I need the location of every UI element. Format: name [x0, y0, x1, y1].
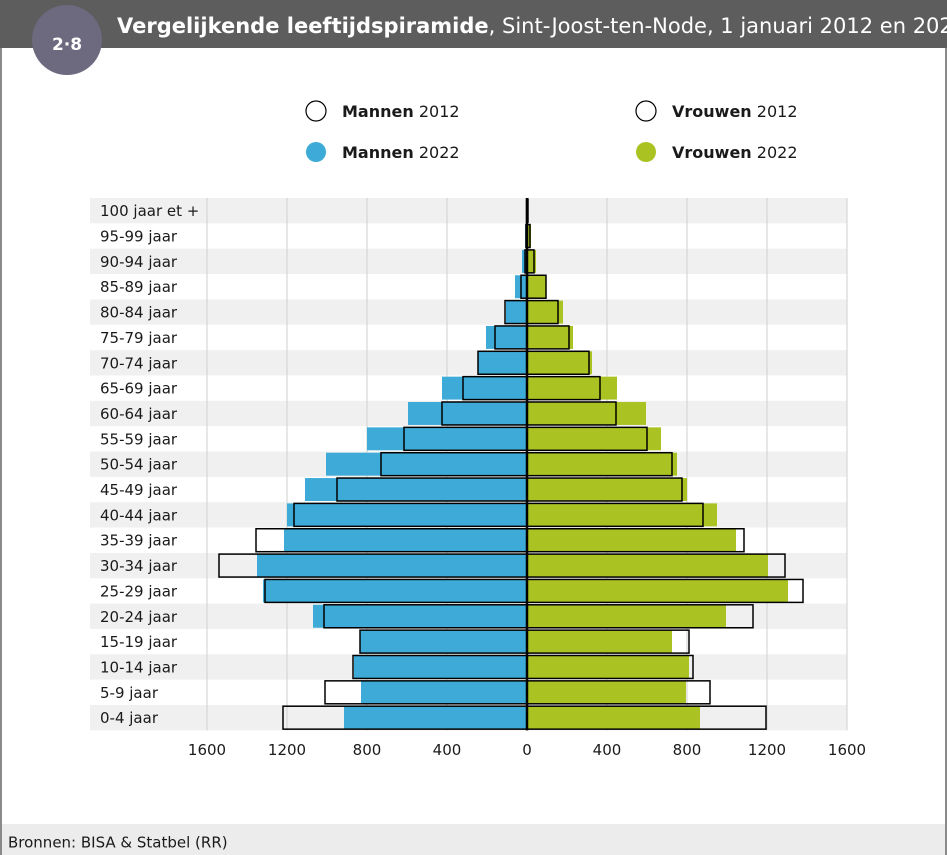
legend-year: 2022 — [419, 143, 460, 162]
x-tick-label: 1200 — [268, 741, 306, 759]
legend-name: Mannen — [342, 143, 414, 162]
y-tick-label: 5-9 jaar — [100, 684, 159, 702]
y-tick-label: 10-14 jaar — [100, 658, 178, 676]
y-tick-label: 40-44 jaar — [100, 506, 178, 524]
row-band — [90, 299, 847, 325]
y-tick-label: 70-74 jaar — [100, 354, 178, 372]
y-tick-label: 100 jaar et + — [100, 202, 199, 220]
y-tick-label: 35-39 jaar — [100, 532, 178, 550]
bar — [326, 452, 527, 476]
bar — [527, 300, 563, 324]
title: Vergelijkende leeftijdspiramide — [117, 14, 489, 38]
legend-marker — [306, 142, 326, 162]
bar — [527, 224, 531, 248]
x-tick-label: 0 — [522, 741, 532, 759]
y-tick-label: 90-94 jaar — [100, 253, 178, 271]
legend-marker — [635, 100, 657, 122]
bar — [284, 528, 527, 552]
x-tick-label: 400 — [433, 741, 462, 759]
x-tick-label: 1600 — [188, 741, 226, 759]
header-bar — [0, 0, 947, 48]
y-tick-label: 95-99 jaar — [100, 228, 178, 246]
bar — [527, 554, 768, 578]
bar — [344, 706, 527, 730]
bar — [313, 604, 527, 628]
bar — [527, 579, 788, 603]
bar — [527, 478, 687, 501]
bar — [527, 528, 736, 552]
legend-marker — [636, 142, 656, 162]
x-tick-label: 1600 — [828, 741, 866, 759]
row-band — [90, 248, 847, 275]
figure-number: 2·8 — [52, 35, 82, 55]
legend-label: Vrouwen 2012 — [672, 102, 798, 121]
bar — [263, 579, 527, 603]
bar — [527, 427, 661, 451]
y-tick-label: 60-64 jaar — [100, 405, 178, 423]
x-tick-label: 800 — [673, 741, 702, 759]
bar — [527, 376, 617, 400]
bar — [478, 351, 527, 375]
legend-label: Mannen 2022 — [342, 143, 460, 162]
bar — [305, 478, 527, 501]
badge — [32, 5, 102, 75]
bar — [527, 351, 592, 375]
y-tick-label: 50-54 jaar — [100, 456, 178, 474]
y-tick-label: 20-24 jaar — [100, 608, 178, 626]
bar — [354, 655, 527, 679]
bar — [527, 402, 646, 425]
y-tick-label: 15-19 jaar — [100, 633, 178, 651]
y-tick-label: 75-79 jaar — [100, 329, 178, 347]
legend-name: Vrouwen — [672, 143, 752, 162]
legend-year: 2022 — [757, 143, 798, 162]
y-tick-label: 25-29 jaar — [100, 582, 178, 600]
y-tick-label: 55-59 jaar — [100, 430, 178, 448]
row-band — [90, 350, 847, 376]
footer — [2, 824, 945, 855]
bar — [527, 503, 717, 527]
legend-year: 2012 — [757, 102, 798, 121]
subtitle: , Sint-Joost-ten-Node, 1 januari 2012 en… — [489, 14, 947, 38]
legend-name: Mannen — [342, 102, 414, 121]
y-tick-label: 0-4 jaar — [100, 709, 159, 727]
bar — [442, 376, 527, 400]
x-tick-label: 800 — [353, 741, 382, 759]
bar — [527, 452, 677, 476]
bar — [527, 630, 672, 654]
bar — [360, 630, 527, 654]
bar — [486, 325, 527, 349]
bar — [527, 655, 689, 679]
bar — [527, 249, 536, 273]
legend-name: Vrouwen — [672, 102, 752, 121]
bar — [506, 300, 527, 324]
bar — [527, 680, 686, 704]
y-tick-label: 30-34 jaar — [100, 557, 178, 575]
legend-year: 2012 — [419, 102, 460, 121]
x-tick-label: 400 — [593, 741, 622, 759]
x-tick-label: 1200 — [748, 741, 786, 759]
bar — [287, 503, 527, 527]
source: Bronnen: BISA & Statbel (RR) — [8, 834, 228, 852]
y-tick-label: 85-89 jaar — [100, 278, 178, 296]
bar — [527, 706, 700, 730]
row-band — [90, 198, 847, 224]
legend-label: Vrouwen 2022 — [672, 143, 798, 162]
legend-marker — [305, 100, 327, 122]
y-tick-label: 45-49 jaar — [100, 481, 178, 499]
bar — [361, 680, 527, 704]
bar — [257, 554, 527, 578]
y-tick-label: 80-84 jaar — [100, 304, 178, 322]
bar — [527, 275, 546, 299]
legend-label: Mannen 2012 — [342, 102, 460, 121]
chart-title: Vergelijkende leeftijdspiramide, Sint-Jo… — [117, 14, 947, 38]
bar — [527, 325, 573, 349]
y-tick-label: 65-69 jaar — [100, 380, 178, 398]
bar — [527, 604, 726, 628]
bar — [408, 402, 527, 425]
bar — [367, 427, 527, 451]
